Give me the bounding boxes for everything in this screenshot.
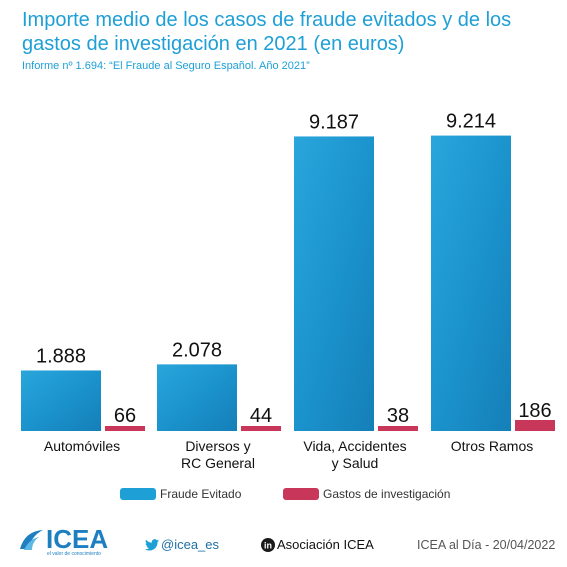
category-label: Otros Ramos: [451, 438, 533, 454]
linkedin-name[interactable]: Asociación ICEA: [277, 537, 374, 552]
bar-chart: 1.888 66 Automóviles 2.078 44 Diversos y RC Ge…: [21, 111, 555, 501]
bar-fraude-evitado: [157, 364, 237, 431]
chart-subtitle: Informe nº 1.694: “El Fraude al Seguro E…: [22, 60, 310, 72]
data-label-gastos-investigacion: 44: [250, 405, 272, 427]
legend-entry: Gastos de investigación: [323, 487, 450, 501]
data-label-fraude-evitado: 1.888: [36, 345, 86, 367]
icea-logo-text: ICEA: [46, 524, 109, 554]
category-label: Automóviles: [44, 438, 120, 454]
bar-fraude-evitado: [21, 370, 101, 431]
svg-text:in: in: [264, 541, 272, 551]
data-label-gastos-investigacion: 186: [518, 400, 551, 422]
twitter-icon: [145, 539, 159, 551]
category-label: Vida, Accidentes y Salud: [303, 438, 406, 471]
chart-title: Importe medio de los casos de fraude evi…: [22, 9, 512, 55]
data-label-fraude-evitado: 9.187: [309, 111, 359, 133]
icea-logo-icon: [20, 530, 43, 550]
bar-gastos-investigacion: [105, 426, 145, 431]
bar-gastos-investigacion: [241, 426, 281, 431]
data-label-fraude-evitado: 9.214: [446, 111, 496, 133]
data-label-gastos-investigacion: 66: [114, 405, 136, 427]
linkedin-icon: in: [261, 538, 275, 552]
bar-gastos-investigacion: [515, 420, 555, 431]
legend-swatch: [283, 488, 319, 500]
data-label-gastos-investigacion: 38: [387, 405, 409, 427]
bar-fraude-evitado: [294, 136, 374, 431]
legend-swatch: [120, 488, 156, 500]
twitter-handle[interactable]: @icea_es: [161, 537, 220, 552]
legend-entry: Fraude Evitado: [160, 487, 242, 501]
publication-date: ICEA al Día - 20/04/2022: [417, 538, 556, 552]
data-label-fraude-evitado: 2.078: [172, 339, 222, 361]
bar-gastos-investigacion: [378, 426, 418, 431]
category-label: Diversos y RC General: [181, 438, 255, 471]
bar-fraude-evitado: [431, 135, 511, 431]
icea-logo-tagline: el valor de conocimiento: [47, 551, 101, 557]
